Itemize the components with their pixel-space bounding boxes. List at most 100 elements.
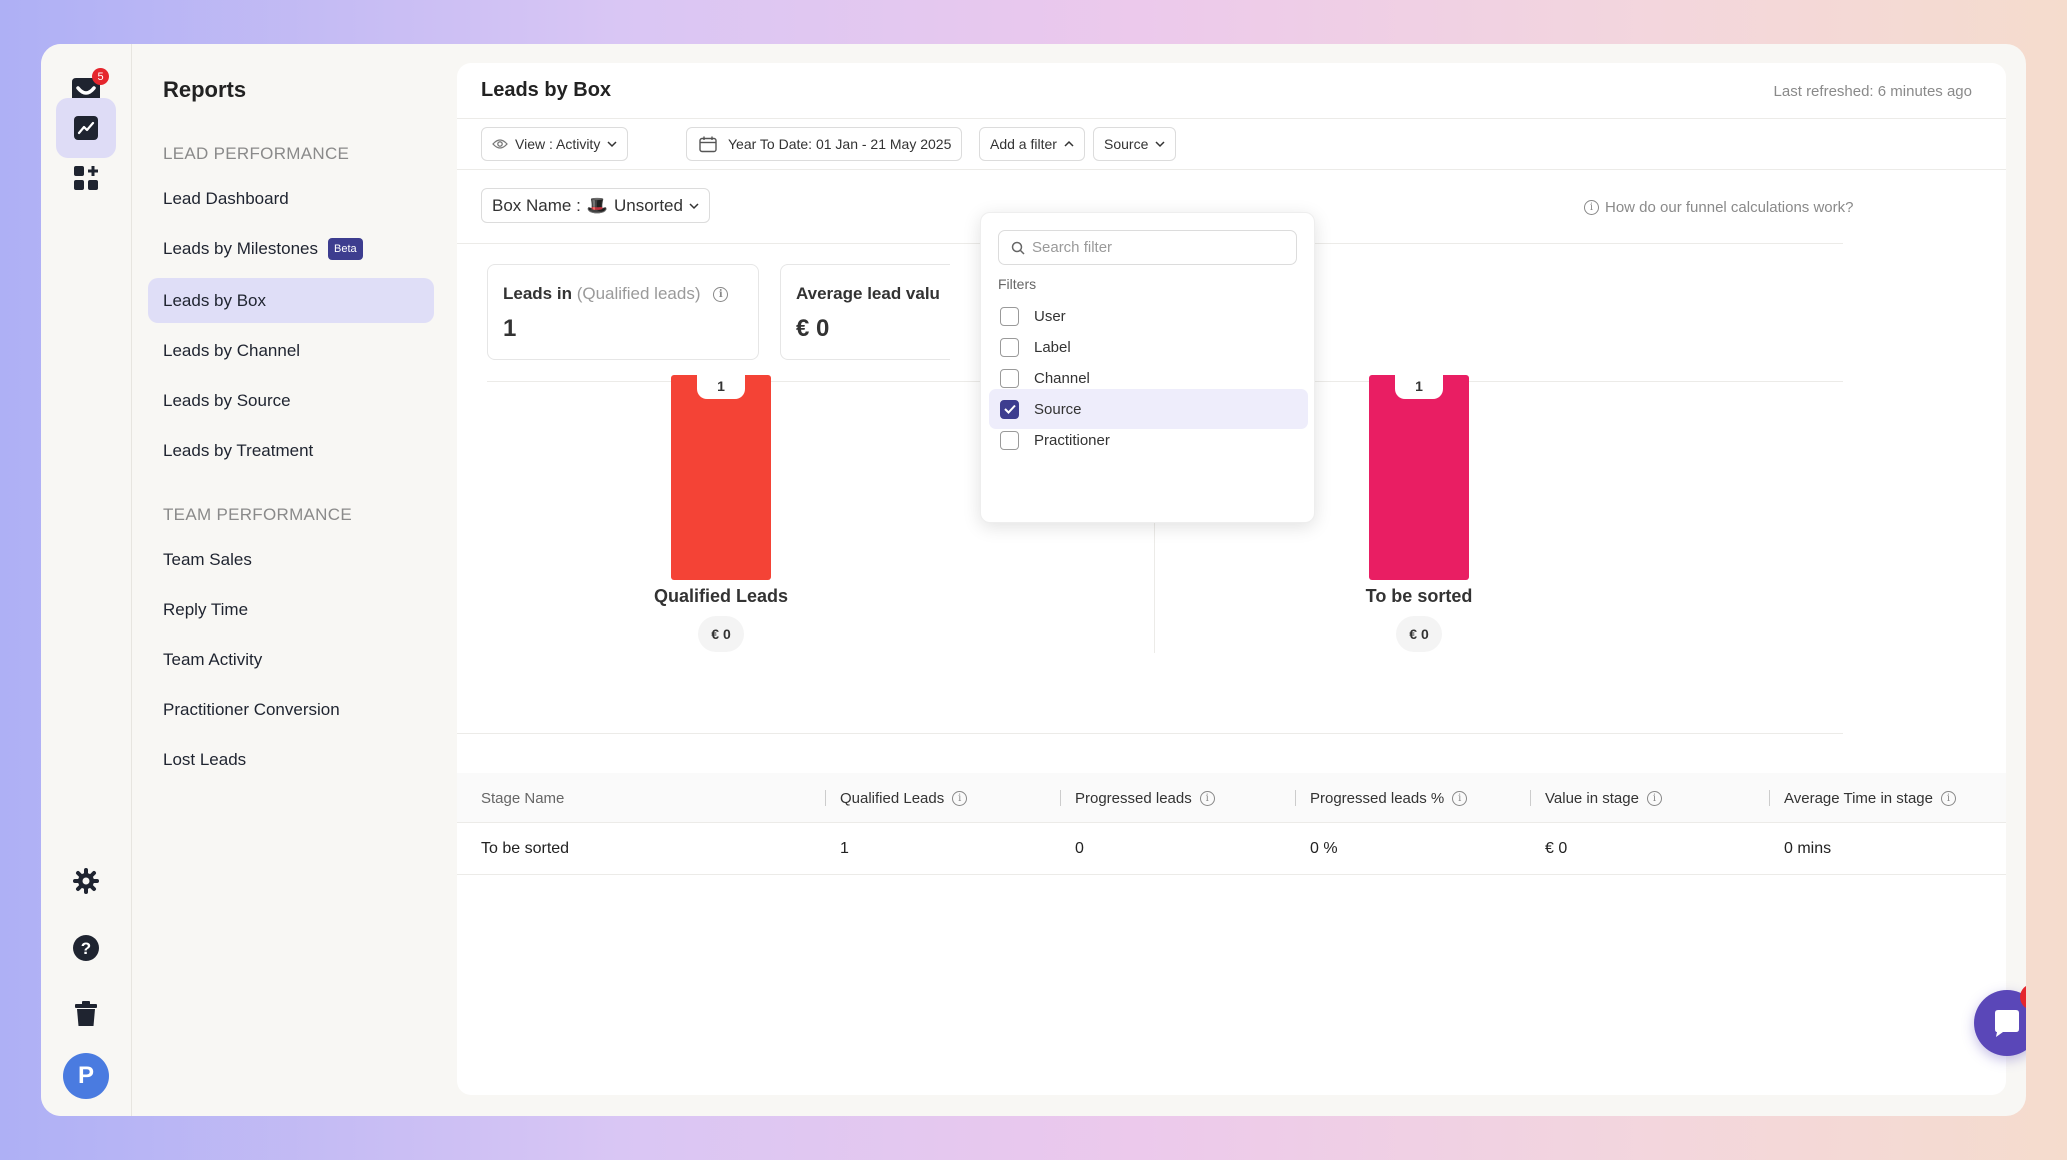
column-header-value-in-stage[interactable]: Value in stage i — [1530, 773, 1662, 823]
reports-sidebar: Reports LEAD PERFORMANCE Lead Dashboard … — [133, 44, 451, 1116]
sidebar-item-label: Reply Time — [163, 599, 249, 619]
sidebar-item-lead-dashboard[interactable]: Lead Dashboard — [148, 176, 434, 221]
user-avatar[interactable]: P — [63, 1053, 109, 1099]
date-range-picker[interactable]: Year To Date: 01 Jan - 21 May 2025 — [686, 127, 963, 161]
sidebar-item-label: Leads by Channel — [163, 340, 301, 360]
sidebar-item-label: Team Activity — [163, 649, 263, 669]
cell-progressed-leads-percent: 0 % — [1310, 840, 1338, 857]
funnel-help-link[interactable]: i How do our funnel calculations work? — [1584, 199, 1853, 216]
sidebar-item-leads-by-treatment[interactable]: Leads by Treatment — [148, 428, 434, 473]
filter-search-field[interactable] — [998, 230, 1297, 265]
sidebar-item-lost-leads[interactable]: Lost Leads — [148, 737, 434, 782]
chart-line-icon — [74, 116, 98, 140]
filter-option-channel[interactable]: Channel — [989, 358, 1308, 398]
chat-unread-badge: 15 — [2020, 984, 2026, 1010]
eye-icon — [492, 139, 508, 149]
info-icon[interactable]: i — [713, 287, 729, 303]
icon-rail: 5 — [41, 44, 132, 1116]
chart-value-pill: € 0 — [1396, 616, 1442, 652]
source-filter-chip[interactable]: Source — [1093, 127, 1177, 161]
filter-search-input[interactable] — [1032, 239, 1282, 256]
column-header-label: Value in stage — [1545, 789, 1639, 807]
widgets-add-icon[interactable] — [71, 163, 101, 193]
filter-option-source[interactable]: Source — [989, 389, 1308, 429]
column-header-label: Progressed leads — [1075, 789, 1192, 807]
column-header-average-time-in-stage[interactable]: Average Time in stage i — [1769, 773, 1956, 823]
section-heading-lead-performance: LEAD PERFORMANCE — [163, 144, 350, 163]
add-filter-button[interactable]: Add a filter — [979, 127, 1085, 161]
view-selector[interactable]: View : Activity — [481, 127, 629, 161]
checkmark-icon — [1003, 404, 1016, 414]
chat-launcher-button[interactable]: 15 — [1974, 984, 2026, 1056]
beta-badge: Beta — [327, 237, 363, 260]
app-window: 5 — [41, 44, 2026, 1116]
sidebar-item-reply-time[interactable]: Reply Time — [148, 587, 434, 632]
sidebar-item-leads-by-source[interactable]: Leads by Source — [148, 378, 434, 423]
sidebar-item-leads-by-box[interactable]: Leads by Box — [148, 278, 434, 323]
column-header-label: Stage Name — [481, 789, 565, 807]
column-header-stage-name[interactable]: Stage Name — [481, 773, 564, 823]
search-icon — [1011, 241, 1025, 255]
column-header-progressed-leads[interactable]: Progressed leads i — [1060, 773, 1215, 823]
notification-badge: 5 — [92, 68, 109, 85]
checkbox[interactable] — [1000, 368, 1019, 388]
cell-progressed-leads: 0 — [1075, 840, 1084, 857]
average-lead-value: € 0 — [796, 315, 830, 342]
leads-in-label: Leads in — [503, 284, 572, 303]
trash-icon[interactable] — [71, 999, 101, 1029]
funnel-help-text: How do our funnel calculations work? — [1605, 199, 1854, 216]
divider — [457, 169, 2006, 170]
sidebar-item-practitioner-conversion[interactable]: Practitioner Conversion — [148, 687, 434, 732]
info-icon[interactable]: i — [1452, 790, 1468, 806]
average-lead-value-card: Average lead valu € 0 — [780, 264, 950, 360]
chevron-down-icon — [607, 141, 617, 148]
sidebar-item-team-activity[interactable]: Team Activity — [148, 637, 434, 682]
average-lead-value-label: Average lead valu — [796, 284, 940, 303]
chevron-down-icon — [1155, 141, 1165, 148]
settings-gear-icon[interactable] — [71, 866, 101, 896]
reports-nav-button[interactable] — [56, 98, 116, 158]
filter-option-label[interactable]: Label — [989, 327, 1308, 367]
leads-in-value: 1 — [503, 315, 517, 342]
sidebar-item-team-sales[interactable]: Team Sales — [148, 537, 434, 582]
sidebar-item-label: Leads by Box — [163, 290, 267, 310]
chevron-down-icon — [689, 202, 699, 209]
date-range-label: Year To Date: 01 Jan - 21 May 2025 — [728, 136, 952, 152]
page-title: Leads by Box — [481, 79, 612, 101]
source-filter-label: Source — [1104, 136, 1149, 152]
info-icon[interactable]: i — [1940, 790, 1956, 806]
checkbox[interactable] — [1000, 306, 1019, 326]
checkbox-checked[interactable] — [1000, 399, 1019, 419]
section-heading-team-performance: TEAM PERFORMANCE — [163, 505, 352, 524]
filter-option-practitioner[interactable]: Practitioner — [989, 420, 1308, 460]
box-name-selector[interactable]: Box Name : 🎩 Unsorted — [481, 188, 710, 223]
checkbox[interactable] — [1000, 337, 1019, 357]
help-icon[interactable]: ? — [71, 933, 101, 963]
filter-option-user[interactable]: User — [989, 296, 1308, 336]
filter-option-label: Source — [1034, 400, 1082, 418]
leads-in-sublabel: (Qualified leads) — [576, 284, 701, 303]
filters-heading: Filters — [998, 276, 1037, 292]
info-icon[interactable]: i — [952, 790, 968, 806]
funnel-chart: 1 Qualified Leads € 0 1 To be sorted € 0 — [457, 363, 2006, 653]
sidebar-item-label: Practitioner Conversion — [163, 699, 340, 719]
column-header-progressed-leads-percent[interactable]: Progressed leads % i — [1295, 773, 1468, 823]
calendar-icon — [699, 136, 717, 152]
sidebar-item-label: Lost Leads — [163, 749, 247, 769]
table-row[interactable]: To be sorted 1 0 0 % € 0 0 mins — [457, 823, 2006, 875]
cell-stage-name: To be sorted — [481, 840, 570, 857]
leads-in-title: Leads in (Qualified leads) i — [503, 284, 729, 304]
chart-bar-count-label: 1 — [697, 373, 745, 399]
info-icon[interactable]: i — [1199, 790, 1215, 806]
chart-bar[interactable]: 1 — [1369, 373, 1469, 580]
filter-option-label: Label — [1034, 338, 1071, 356]
column-header-qualified-leads[interactable]: Qualified Leads i — [825, 773, 968, 823]
sidebar-item-leads-by-milestones[interactable]: Leads by Milestones Beta — [148, 226, 434, 271]
chevron-up-icon — [1064, 140, 1074, 147]
chat-bubble-icon — [1995, 1010, 2019, 1037]
table-header: Stage Name Qualified Leads i Progressed l… — [457, 773, 2006, 823]
info-icon[interactable]: i — [1646, 790, 1662, 806]
chart-bar[interactable]: 1 — [671, 373, 771, 580]
sidebar-item-leads-by-channel[interactable]: Leads by Channel — [148, 328, 434, 373]
checkbox[interactable] — [1000, 430, 1019, 450]
